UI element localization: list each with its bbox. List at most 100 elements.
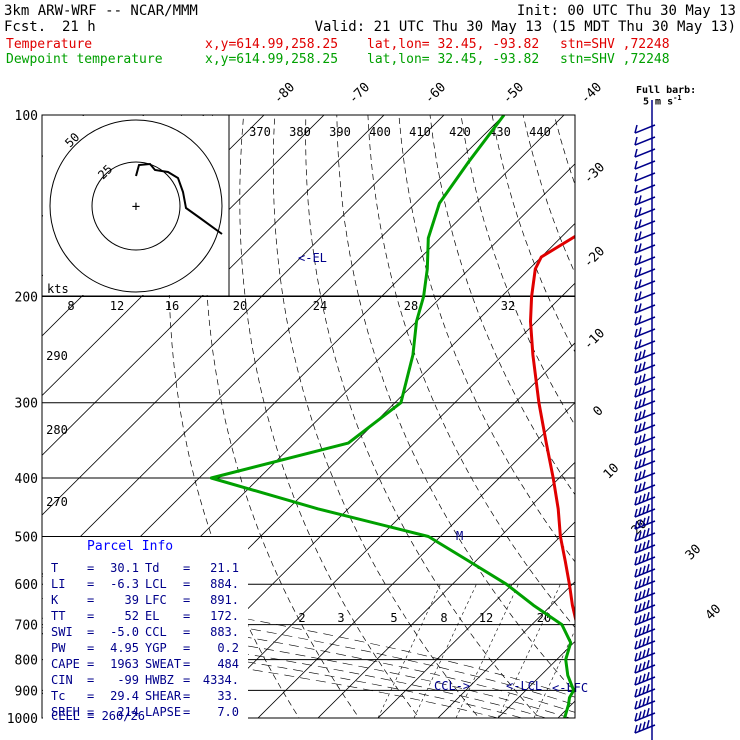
wind-barb-flag [638, 231, 642, 240]
wind-barb-flag [642, 565, 646, 574]
wind-barb-flag [638, 243, 642, 252]
parcel-value: 484 [217, 657, 239, 671]
mixing-ratio-label: 12 [479, 611, 493, 625]
wind-barb-flag [634, 400, 638, 410]
parcel-value: 883. [210, 625, 239, 639]
parcel-key: CIN [51, 673, 73, 687]
wind-barb-flag [642, 505, 646, 514]
mixing-ratio-line [377, 584, 441, 718]
parcel-key: YGP [145, 641, 167, 655]
dry-adiabat [608, 87, 740, 730]
parcel-value: 214 [117, 705, 139, 719]
parcel-cell: CELL = 260/26 [51, 709, 145, 723]
wind-barb-flag [646, 684, 650, 693]
isotherm-label: 10 [601, 461, 623, 483]
wind-barb-flag [642, 601, 646, 610]
parcel-eq: = [87, 577, 95, 591]
wind-barb-flag [638, 699, 642, 708]
wind-barb-flag [634, 148, 638, 158]
wind-barb-flag [634, 568, 638, 578]
wind-barb-flag [634, 484, 638, 494]
forecast-hour: 21 h [62, 19, 96, 35]
parcel-info-panel: Parcel Info T = 30.1 Td = 21.1 LI = -6.3 LCL = 884.… [43, 537, 248, 723]
wind-barb-flag [634, 436, 638, 446]
wind-barb-flag [642, 373, 646, 382]
pressure-label: 200 [15, 291, 38, 306]
wind-barb-flag [634, 532, 638, 542]
parcel-value: -6.3 [110, 577, 139, 591]
parcel-value: 1963 [110, 657, 139, 671]
wind-barb-flag [642, 589, 646, 598]
pressure-label: 1000 [7, 712, 38, 727]
theta-label: 280 [46, 423, 68, 437]
mixing-ratio-label: 3 [337, 611, 344, 625]
parcel-eq: = [183, 609, 191, 623]
isotherm [605, 87, 740, 730]
parcel-value: 29.4 [110, 689, 139, 703]
parcel-eq: = [183, 657, 191, 671]
moist-adiabat [42, 635, 499, 718]
wind-barb-flag [642, 481, 646, 490]
wind-barb-flag [634, 232, 638, 242]
wind-barb-flag [642, 433, 646, 442]
parcel-key: TT [51, 609, 66, 623]
isotherm [317, 461, 575, 718]
wind-barb-flag [642, 613, 646, 622]
dry-adiabat [239, 115, 420, 718]
parcel-eq: = [183, 593, 191, 607]
wind-barb-flag [646, 600, 650, 609]
mixing-ratio-label: 2 [298, 611, 305, 625]
temperature-profile [529, 234, 575, 624]
isotherm [42, 115, 385, 456]
wind-barb-flag [634, 172, 638, 182]
parcel-key: EL [145, 609, 160, 623]
wind-barb-flag [638, 555, 642, 564]
isotherm-label: -20 [581, 244, 608, 271]
kts-value: 16 [165, 299, 179, 313]
wind-barb-flag [638, 531, 642, 540]
wind-barb-flag [646, 576, 650, 585]
pressure-label: 300 [15, 397, 38, 412]
wind-barb-flag [634, 340, 638, 350]
wind-barb-flag [638, 423, 642, 432]
isotherm [437, 581, 575, 718]
mixing-ratio-label: 5 [390, 611, 397, 625]
wind-barb-flag [634, 388, 638, 398]
wind-barb-flag [646, 552, 650, 561]
wind-barb-flag [638, 387, 642, 396]
wind-barb-flag [634, 412, 638, 422]
wind-barb-flag [646, 588, 650, 597]
wind-barb-flag [638, 351, 642, 360]
wind-barb-flag [646, 564, 650, 573]
parcel-key: SREH [51, 705, 80, 719]
parcel-value: 0.2 [217, 641, 239, 655]
parcel-key: SHEAR [145, 689, 182, 703]
kts-value: 20 [233, 299, 247, 313]
parcel-key: LCL [145, 577, 167, 591]
ccl-marker: CCL-> [434, 679, 470, 693]
wind-barb-flag [642, 553, 646, 562]
isotherm-label: -10 [581, 326, 608, 353]
wind-barb-flag [642, 397, 646, 406]
parcel-key: Tc [51, 689, 66, 703]
dry-adiabat [367, 115, 575, 629]
wind-barb-flag [634, 676, 638, 686]
parcel-value: -5.0 [110, 625, 139, 639]
isotherm-label: -80 [271, 80, 298, 107]
series-name: Temperature [6, 37, 93, 52]
wind-barb-flag [642, 349, 646, 358]
dry-adiabat [204, 115, 360, 718]
theta-label: 400 [369, 125, 391, 139]
hodograph-trace [135, 162, 223, 235]
isotherm-label: -40 [578, 80, 605, 107]
wind-barb-flag [634, 196, 638, 206]
wind-barb-flag [642, 649, 646, 658]
parcel-value: -99 [117, 673, 139, 687]
wind-barb-flag [646, 528, 650, 537]
pressure-label: 600 [15, 578, 38, 593]
wind-barb-flag [634, 268, 638, 278]
wind-barb-flag [638, 219, 642, 228]
barb-legend-title: Full barb: [636, 85, 697, 96]
parcel-eq: = [183, 625, 191, 639]
